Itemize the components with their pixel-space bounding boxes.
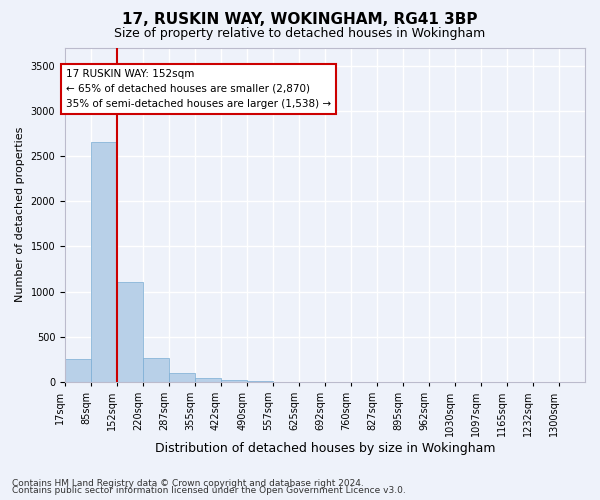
Bar: [117, 282, 143, 382]
Text: Contains HM Land Registry data © Crown copyright and database right 2024.: Contains HM Land Registry data © Crown c…: [12, 478, 364, 488]
Bar: [195, 378, 221, 382]
Y-axis label: Number of detached properties: Number of detached properties: [15, 127, 25, 302]
X-axis label: Distribution of detached houses by size in Wokingham: Distribution of detached houses by size …: [155, 442, 495, 455]
Bar: [143, 358, 169, 382]
Bar: [65, 360, 91, 382]
Bar: [221, 380, 247, 382]
Text: Contains public sector information licensed under the Open Government Licence v3: Contains public sector information licen…: [12, 486, 406, 495]
Text: 17 RUSKIN WAY: 152sqm
← 65% of detached houses are smaller (2,870)
35% of semi-d: 17 RUSKIN WAY: 152sqm ← 65% of detached …: [66, 69, 331, 109]
Text: Size of property relative to detached houses in Wokingham: Size of property relative to detached ho…: [115, 28, 485, 40]
Bar: [169, 373, 195, 382]
Bar: [91, 142, 118, 382]
Text: 17, RUSKIN WAY, WOKINGHAM, RG41 3BP: 17, RUSKIN WAY, WOKINGHAM, RG41 3BP: [122, 12, 478, 28]
